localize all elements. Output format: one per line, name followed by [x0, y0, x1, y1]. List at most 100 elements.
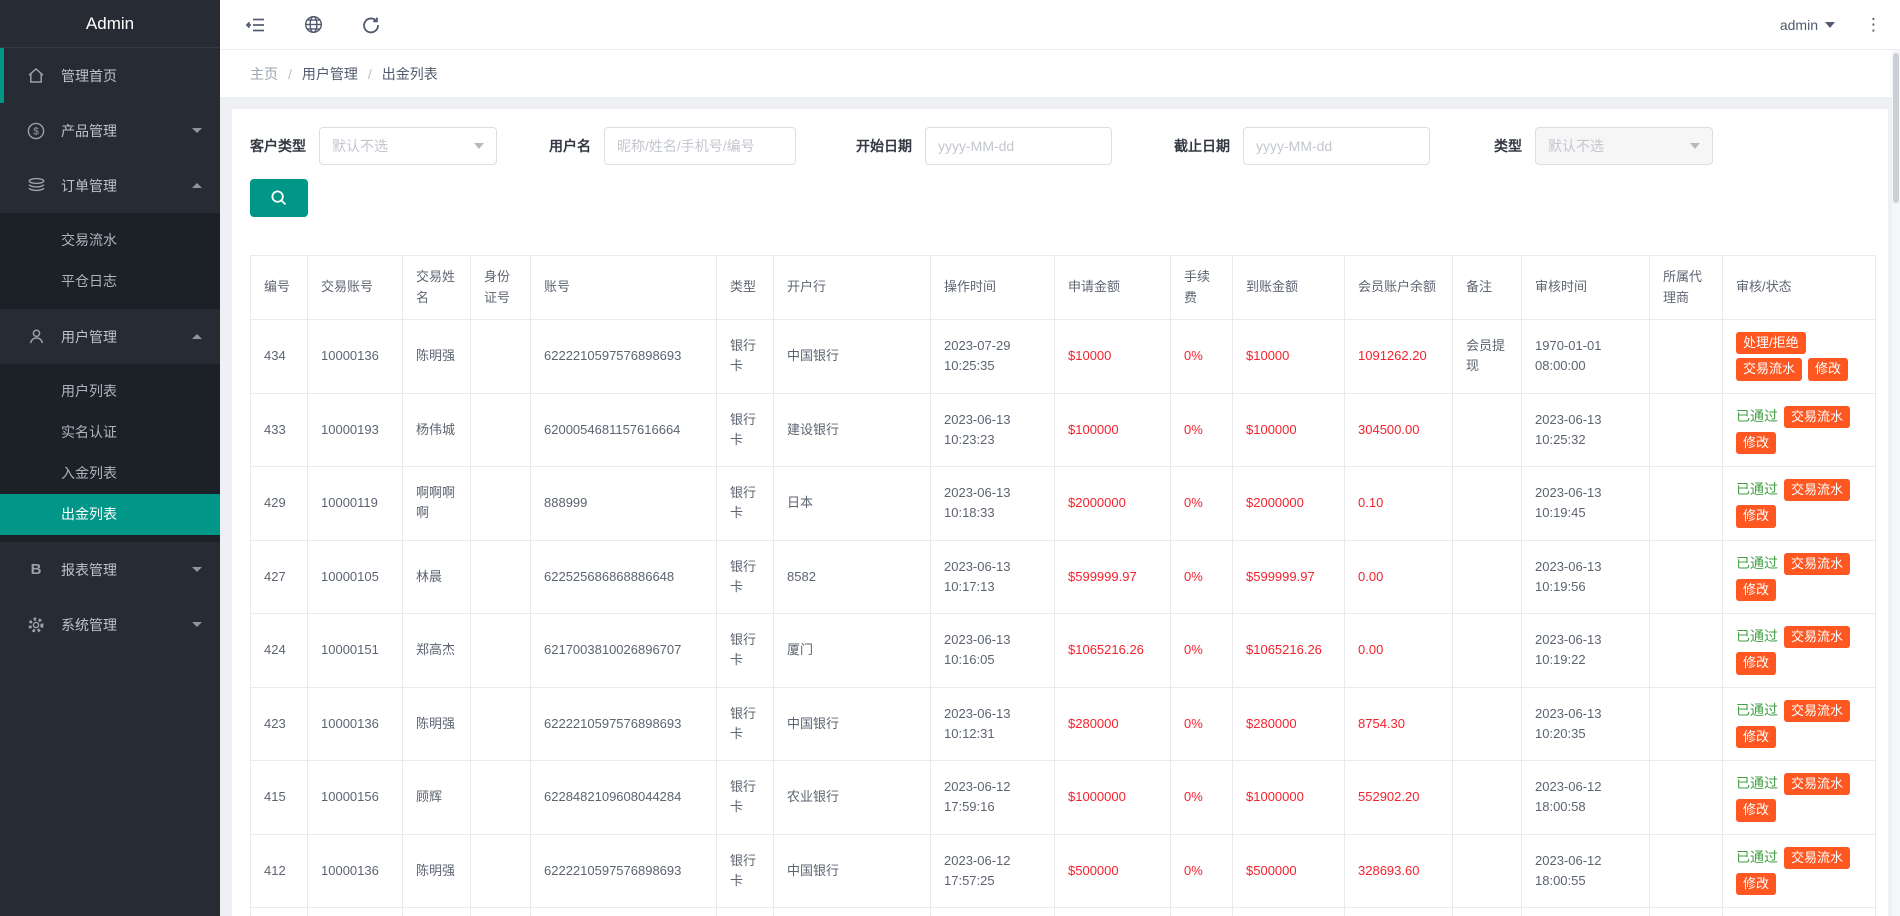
row-action-button[interactable]: 交易流水 — [1784, 773, 1851, 796]
cell-card_no: 6217003810026896707 — [530, 613, 717, 688]
row-action-button[interactable]: 修改 — [1736, 578, 1777, 601]
sidebar-item-3[interactable]: 用户管理 — [0, 309, 220, 364]
time-line: 2023-06-12 — [1535, 852, 1602, 868]
row-action-button[interactable]: 交易流水 — [1784, 699, 1851, 722]
time-line: 2023-06-12 — [944, 779, 1011, 795]
refresh-icon[interactable] — [362, 16, 380, 34]
row-action-button[interactable]: 交易流水 — [1736, 358, 1803, 381]
sidebar-item-label: 用户管理 — [61, 328, 117, 345]
time-line: 2023-06-13 — [1535, 558, 1602, 574]
row-action-button[interactable]: 修改 — [1736, 652, 1777, 675]
cell-status: 已通过交易流水修改 — [1722, 833, 1876, 908]
table-row: 427 10000105 林晨 622525686868886648 银行卡 8582 20… — [250, 539, 1876, 614]
sidebar-item-4[interactable]: B 报表管理 — [0, 542, 220, 597]
row-action-button[interactable]: 修改 — [1736, 799, 1777, 822]
cell-name: 杨伟城 — [402, 392, 471, 467]
cell-id_card — [470, 760, 531, 835]
row-action-button[interactable]: 处理/拒绝 — [1736, 332, 1806, 355]
row-action-button[interactable]: 修改 — [1808, 358, 1849, 381]
sidebar-subitem[interactable]: 出金列表 — [0, 494, 220, 535]
chevron-down-icon — [1690, 143, 1700, 149]
breadcrumb-item[interactable]: 用户管理 — [301, 65, 358, 82]
row-action-button[interactable]: 交易流水 — [1784, 626, 1851, 649]
start-date-input[interactable] — [925, 127, 1112, 165]
row-action-button[interactable]: 交易流水 — [1784, 552, 1851, 575]
row-action-button[interactable]: 交易流水 — [1784, 846, 1851, 869]
row-action-button[interactable]: 修改 — [1736, 431, 1777, 454]
product-dollar-icon: $ — [26, 122, 46, 140]
cell-type: 银行卡 — [716, 466, 774, 541]
customer-type-select[interactable]: 默认不选 — [319, 127, 497, 165]
globe-icon[interactable] — [304, 15, 323, 34]
breadcrumb-item[interactable]: 主页 — [250, 65, 278, 82]
overflow-menu-icon[interactable]: ⋮ — [1865, 14, 1882, 34]
username-input[interactable] — [604, 127, 796, 165]
sidebar-item-label: 管理首页 — [61, 67, 117, 84]
sidebar-item-5[interactable]: 系统管理 — [0, 597, 220, 652]
breadcrumb-separator: / — [288, 65, 292, 82]
cell-id_card — [470, 686, 531, 761]
time-line: 2023-06-12 — [1535, 779, 1602, 795]
cell-apply: $500000 — [1054, 833, 1171, 908]
cell-audit_time: 1970-01-01 08:00:00 — [1521, 319, 1650, 394]
time-line: 17:59:16 — [944, 799, 995, 815]
cell-remark — [1452, 466, 1522, 541]
column-header-op_time: 操作时间 — [930, 255, 1055, 320]
cell-apply: $1000000 — [1054, 760, 1171, 835]
withdraw-table: 编号 交易账号 交易姓名 身份证号 账号 类型 开户行 操作时间 申请金额 手续费 到账金额 会员账户… — [250, 255, 1876, 916]
status-approved-label: 已通过 — [1736, 848, 1778, 865]
row-action-button[interactable]: 修改 — [1736, 725, 1777, 748]
sidebar-subitem[interactable]: 交易流水 — [61, 232, 117, 248]
type-select[interactable]: 默认不选 — [1535, 127, 1713, 165]
cell-type: 银行卡 — [716, 539, 774, 614]
cell-remark — [1452, 392, 1522, 467]
sidebar-subitem[interactable]: 入金列表 — [61, 465, 117, 481]
main-area: admin ⋮ 主页 / 用户管理 / 出金列表 客户类型 默认不选 用户名 — [220, 0, 1900, 916]
search-button[interactable] — [250, 179, 308, 217]
cell-apply: $280000 — [1054, 686, 1171, 761]
user-menu[interactable]: admin — [1780, 17, 1835, 33]
sidebar: Admin 管理首页 $ 产品管理 订单管理 交易流水 平仓日志 用户管理 用户列表 实名认证入… — [0, 0, 220, 916]
end-date-input[interactable] — [1243, 127, 1430, 165]
collapse-menu-icon[interactable] — [246, 16, 265, 34]
sidebar-subitem[interactable]: 用户列表 — [61, 383, 117, 399]
cell-name: 陈明强 — [402, 686, 471, 761]
row-action-button[interactable]: 修改 — [1736, 505, 1777, 528]
sidebar-subitem[interactable]: 平仓日志 — [61, 273, 117, 289]
cell-type: 银行卡 — [716, 613, 774, 688]
table-header-row: 编号 交易账号 交易姓名 身份证号 账号 类型 开户行 操作时间 申请金额 手续费 到账金额 会员账户… — [250, 255, 1876, 320]
cell-id: 411 — [250, 907, 308, 916]
cell-status: 已通过交易流水修改 — [1722, 466, 1876, 541]
cell-bank: 中国银行 — [773, 686, 931, 761]
cell-type: 银行卡 — [716, 392, 774, 467]
row-action-button[interactable]: 修改 — [1736, 872, 1777, 895]
row-action-button[interactable]: 交易流水 — [1784, 479, 1851, 502]
scrollbar[interactable] — [1892, 50, 1900, 916]
sidebar-item-1[interactable]: $ 产品管理 — [0, 103, 220, 158]
time-line: 10:25:32 — [1535, 431, 1586, 447]
time-line: 10:23:23 — [944, 431, 995, 447]
cell-id: 433 — [250, 392, 308, 467]
sidebar-item-0[interactable]: 管理首页 — [0, 48, 220, 103]
content: 客户类型 默认不选 用户名 开始日期 截 — [220, 97, 1900, 916]
cell-bank: 厦门 — [773, 613, 931, 688]
time-line: 10:18:33 — [944, 505, 995, 521]
cell-bank: 农业银行 — [773, 760, 931, 835]
cell-bank: 中国银行 — [773, 833, 931, 908]
type-label: 类型 — [1494, 138, 1522, 154]
cell-apply: $1065216.26 — [1054, 613, 1171, 688]
sidebar-subitem[interactable]: 实名认证 — [61, 424, 117, 440]
status-approved-label: 已通过 — [1736, 554, 1778, 571]
cell-bank: 南宁支行 — [773, 907, 931, 916]
status-approved-label: 已通过 — [1736, 628, 1778, 644]
sidebar-item-2[interactable]: 订单管理 — [0, 158, 220, 213]
cell-agent — [1649, 466, 1723, 541]
cell-arrive: $1065216.26 — [1232, 613, 1345, 688]
time-line: 2023-06-13 — [944, 411, 1011, 427]
cell-id: 412 — [250, 833, 308, 908]
cell-bank: 日本 — [773, 466, 931, 541]
row-action-button[interactable]: 交易流水 — [1784, 405, 1851, 428]
scrollbar-thumb[interactable] — [1893, 53, 1899, 203]
cell-account: 10000119 — [307, 466, 403, 541]
cell-arrive: $500000 — [1232, 833, 1345, 908]
